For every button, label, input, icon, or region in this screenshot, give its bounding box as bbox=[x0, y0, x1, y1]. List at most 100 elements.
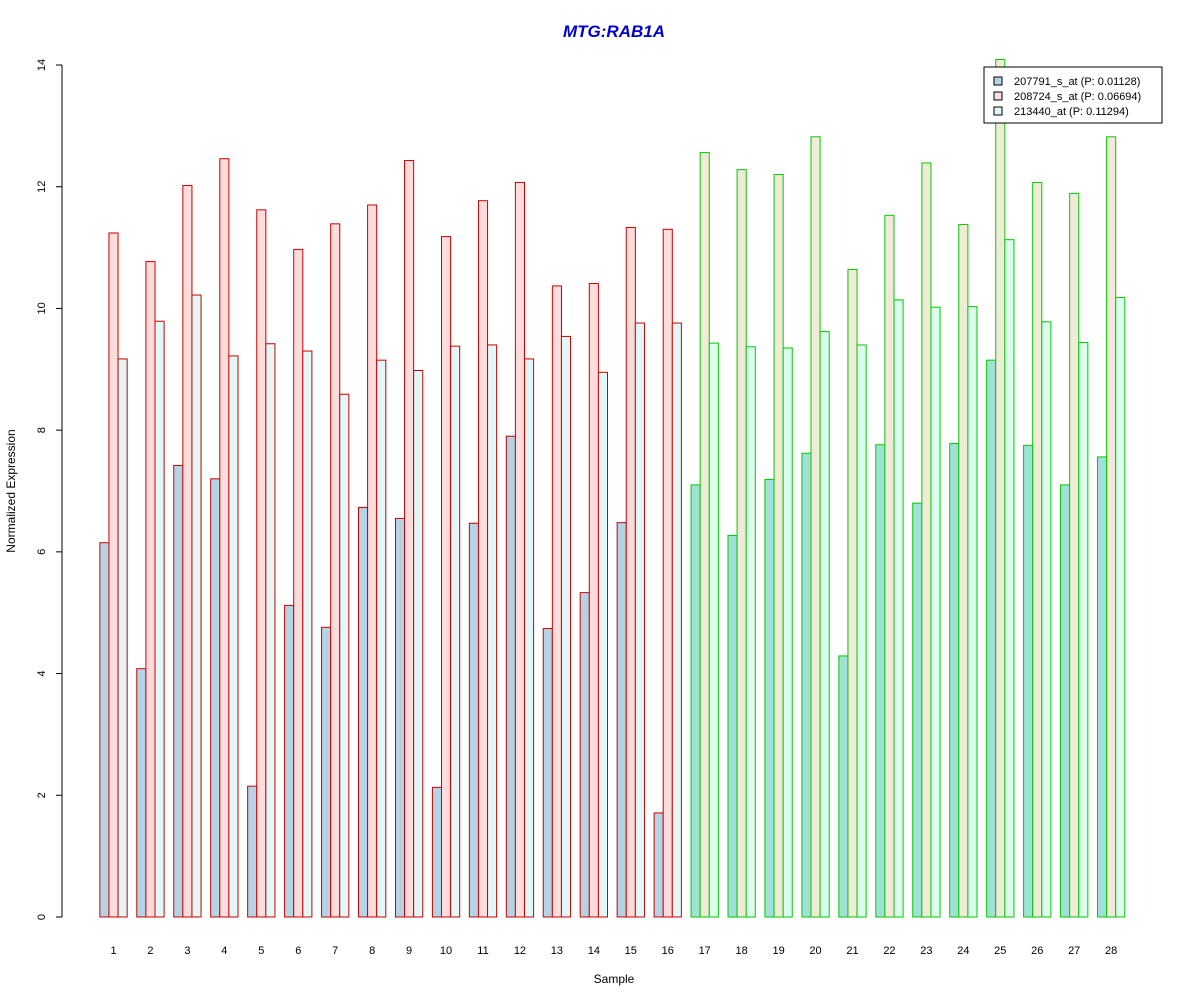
bar-23-series-2 bbox=[921, 162, 932, 918]
bar-21-series-3 bbox=[856, 344, 867, 918]
x-tick-label: 22 bbox=[883, 945, 895, 957]
bar-20-series-1 bbox=[801, 452, 812, 918]
x-tick-label: 12 bbox=[514, 945, 526, 957]
bar-21-series-1 bbox=[838, 655, 849, 918]
bar-17-series-1 bbox=[690, 484, 701, 918]
bar-12-series-1 bbox=[505, 435, 516, 918]
bar-17-series-2 bbox=[699, 152, 710, 918]
bar-1-series-2 bbox=[108, 232, 119, 918]
x-tick-label: 7 bbox=[332, 945, 338, 957]
bars-layer bbox=[99, 59, 1126, 918]
bar-23-series-1 bbox=[912, 502, 923, 918]
x-tick-label: 10 bbox=[440, 945, 452, 957]
bar-13-series-3 bbox=[560, 335, 572, 918]
x-tick-label: 20 bbox=[809, 945, 821, 957]
y-tick-label: 4 bbox=[36, 671, 48, 677]
bar-5-series-3 bbox=[265, 343, 276, 918]
bar-10-series-1 bbox=[431, 786, 442, 918]
bar-2-series-3 bbox=[154, 320, 165, 918]
bar-8-series-3 bbox=[376, 359, 387, 918]
bar-26-series-2 bbox=[1032, 181, 1043, 918]
x-tick-label: 2 bbox=[147, 945, 153, 957]
bar-16-series-1 bbox=[653, 812, 664, 918]
bar-10-series-3 bbox=[450, 345, 461, 918]
bar-22-series-3 bbox=[893, 299, 904, 918]
x-tick-label: 27 bbox=[1068, 945, 1080, 957]
bar-22-series-2 bbox=[884, 214, 895, 918]
bar-7-series-1 bbox=[321, 626, 332, 918]
bar-3-series-1 bbox=[173, 464, 184, 918]
bar-28-series-2 bbox=[1106, 136, 1117, 918]
bar-4-series-2 bbox=[219, 158, 230, 918]
x-tick-label: 17 bbox=[699, 945, 711, 957]
bar-26-series-3 bbox=[1041, 321, 1052, 918]
bar-24-series-1 bbox=[949, 443, 960, 918]
bar-20-series-3 bbox=[819, 331, 830, 918]
bar-25-series-3 bbox=[1004, 239, 1015, 918]
bar-22-series-1 bbox=[875, 444, 886, 918]
x-tick-label: 21 bbox=[846, 945, 858, 957]
bar-14-series-2 bbox=[588, 282, 599, 918]
x-tick-label: 28 bbox=[1105, 945, 1117, 957]
x-tick-label: 25 bbox=[994, 945, 1006, 957]
x-tick-label: 23 bbox=[920, 945, 932, 957]
legend-swatch bbox=[993, 76, 1003, 86]
bar-11-series-3 bbox=[487, 344, 498, 918]
y-tick-label: 10 bbox=[36, 302, 48, 314]
chart-title: MTG:RAB1A bbox=[563, 22, 665, 41]
x-tick-label: 19 bbox=[772, 945, 784, 957]
bar-19-series-2 bbox=[773, 174, 784, 918]
bar-24-series-2 bbox=[958, 223, 969, 918]
bar-9-series-1 bbox=[394, 517, 406, 918]
x-tick-label: 3 bbox=[184, 945, 190, 957]
bar-27-series-3 bbox=[1078, 342, 1089, 918]
bar-25-series-1 bbox=[986, 359, 997, 918]
bar-14-series-3 bbox=[597, 371, 609, 918]
bar-20-series-2 bbox=[810, 136, 821, 918]
y-axis: 0 2 4 6 8 10 12 14 bbox=[36, 59, 63, 920]
x-tick-label: 9 bbox=[406, 945, 412, 957]
y-axis-label: Normalized Expression bbox=[4, 429, 18, 552]
legend-swatch bbox=[993, 91, 1003, 101]
legend-box bbox=[983, 66, 1163, 124]
x-tick-label: 15 bbox=[625, 945, 637, 957]
x-tick-labels: 1 2 3 4 5 6 7 8 9 10 11 12 13 14 15 16 17 18 19 20 21 22 23 24 2… bbox=[110, 945, 1117, 957]
bar-15-series-3 bbox=[634, 322, 645, 918]
legend-label: 208724_s_at (P: 0.06694) bbox=[1014, 91, 1141, 103]
bar-21-series-2 bbox=[847, 268, 858, 918]
bar-27-series-2 bbox=[1069, 192, 1080, 918]
x-tick-label: 16 bbox=[662, 945, 674, 957]
bar-11-series-1 bbox=[468, 522, 479, 918]
bar-26-series-1 bbox=[1023, 444, 1034, 918]
bar-23-series-3 bbox=[930, 306, 941, 918]
x-tick-label: 26 bbox=[1031, 945, 1043, 957]
bar-16-series-3 bbox=[671, 322, 682, 918]
legend: 207791_s_at (P: 0.01128) 208724_s_at (P: … bbox=[983, 66, 1163, 124]
y-tick-label: 2 bbox=[36, 792, 48, 798]
y-tick-label: 0 bbox=[36, 914, 48, 920]
y-tick-label: 8 bbox=[36, 427, 48, 433]
x-tick-label: 11 bbox=[477, 945, 488, 957]
bar-15-series-2 bbox=[625, 226, 636, 918]
y-tick-label: 12 bbox=[36, 181, 48, 193]
bar-8-series-1 bbox=[358, 506, 369, 918]
x-axis-label: Sample bbox=[594, 972, 635, 986]
bar-28-series-1 bbox=[1097, 456, 1108, 918]
x-tick-label: 6 bbox=[295, 945, 301, 957]
bar-6-series-2 bbox=[293, 248, 304, 918]
bar-3-series-3 bbox=[191, 294, 202, 918]
bar-19-series-1 bbox=[764, 478, 775, 918]
bar-24-series-3 bbox=[967, 306, 978, 918]
y-tick-label: 6 bbox=[36, 549, 48, 555]
bar-12-series-3 bbox=[524, 358, 535, 918]
bar-7-series-2 bbox=[330, 223, 341, 918]
bar-1-series-3 bbox=[117, 358, 128, 918]
bar-12-series-2 bbox=[514, 181, 526, 918]
x-tick-label: 18 bbox=[736, 945, 748, 957]
bar-25-series-2 bbox=[995, 59, 1006, 918]
x-tick-label: 5 bbox=[258, 945, 264, 957]
bar-18-series-1 bbox=[727, 534, 738, 918]
bar-5-series-1 bbox=[247, 785, 258, 918]
bar-8-series-2 bbox=[367, 204, 378, 918]
